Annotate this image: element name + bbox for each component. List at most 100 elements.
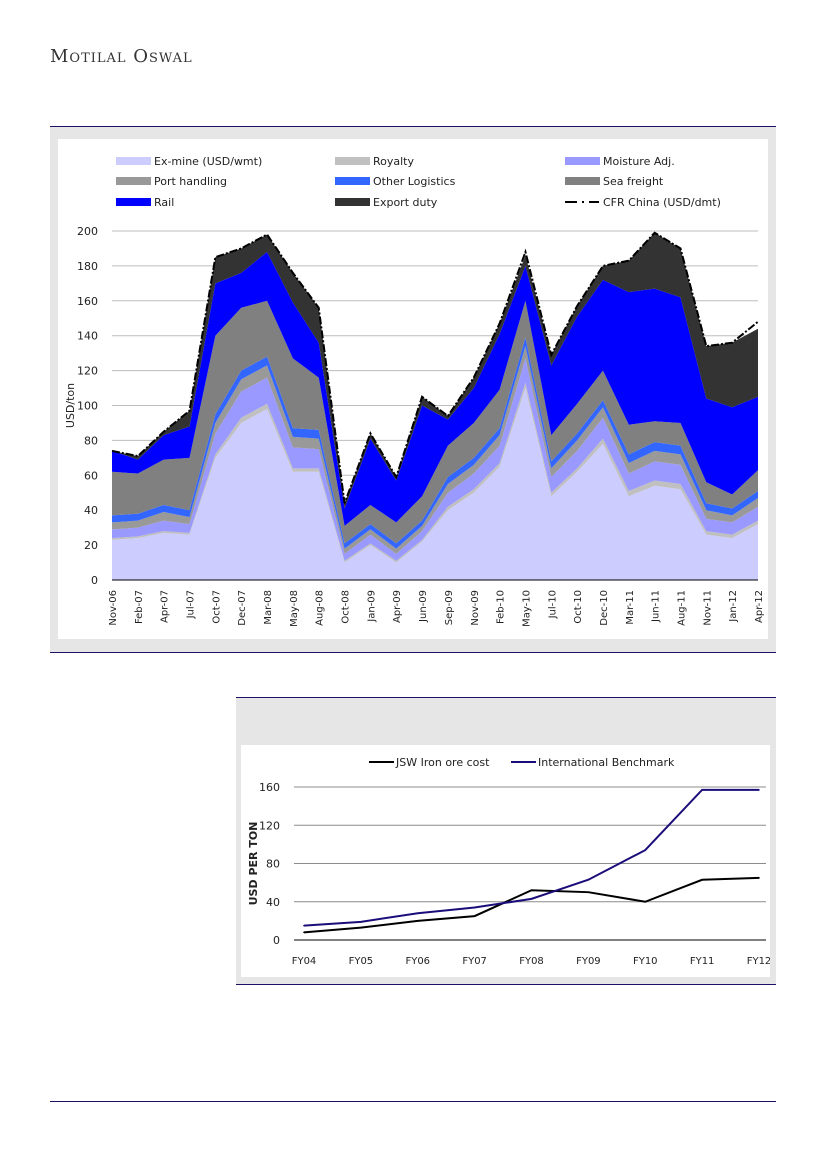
area-ex-mine-usd-wmt- [112,388,758,580]
legend-label: Other Logistics [373,175,456,188]
x-tick-label: Feb-07 [134,590,145,624]
x-tick-label: FY11 [690,956,715,967]
data-point [303,931,305,934]
legend-label: Export duty [373,196,438,209]
x-tick-label: Mar-08 [263,590,274,625]
legend-label: Port handling [154,175,227,188]
data-point [587,878,590,881]
legend-label: JSW Iron ore cost [395,756,490,769]
footer-rule [50,1101,776,1102]
x-tick-label: May-10 [521,590,532,627]
x-tick-label: Dec-07 [237,590,248,626]
x-tick-label: Feb-10 [496,590,507,624]
x-tick-label: Apr-07 [160,590,171,623]
y-axis-label: USD PER TON [247,822,260,906]
line-chart: JSW Iron ore cost International Benchmark… [247,756,771,967]
x-tick-label: Aug-11 [676,590,687,626]
x-tick-label: FY05 [349,956,374,967]
x-tick-label: FY04 [292,956,317,967]
x-tick-label: FY07 [462,956,487,967]
data-point [303,924,305,927]
data-point [530,898,533,900]
x-tick-label: Sep-09 [444,590,455,625]
chart1-bottom-rule [50,652,776,653]
x-tick-label: Nov-09 [470,590,481,626]
y-tick-label: 80 [266,858,280,871]
legend-swatch [116,157,151,165]
x-tick-label: FY08 [519,956,544,967]
x-tick-label: Jan-09 [366,590,377,623]
x-tick-label: FY06 [405,956,430,967]
y-tick-label: 60 [84,469,98,482]
x-tick-label: Oct-10 [573,590,584,624]
area-rail [112,251,758,526]
y-tick-label: 160 [259,781,280,794]
data-point [416,912,419,915]
chart2-top-rule [236,697,776,698]
x-tick-label: Oct-08 [341,590,352,624]
x-tick-label: Nov-06 [108,590,119,626]
data-point [416,920,419,922]
y-tick-label: 120 [77,365,98,378]
data-point [701,878,703,881]
y-tick-label: 200 [77,225,98,238]
y-tick-label: 160 [77,295,98,308]
legend-swatch [565,177,600,185]
y-tick-label: 80 [84,434,98,447]
legend-swatch [116,198,151,206]
x-tick-label: FY12 [747,956,770,967]
x-tick-label: Apr-09 [392,590,403,623]
data-point [360,921,362,923]
legend-label: Rail [154,196,174,209]
x-tick-label: Jan-12 [728,590,739,623]
legend-swatch [335,157,370,165]
chart2-panel: JSW Iron ore cost International Benchmark… [241,745,771,977]
y-tick-label: 140 [77,330,98,343]
y-axis-label: USD/ton [64,383,77,428]
area-sea-freight [112,300,758,544]
data-point [587,891,590,893]
legend-swatch [565,157,600,165]
legend-label: Sea freight [603,175,664,188]
line-international-benchmark [303,788,759,927]
x-tick-label: Jul-07 [186,590,197,619]
data-point [644,849,647,851]
y-tick-label: 120 [259,819,280,832]
x-tick-label: FY10 [633,956,658,967]
line-jsw-iron-ore-cost [303,876,760,934]
x-tick-label: Aug-08 [315,590,326,626]
data-point [644,900,647,903]
y-tick-label: 40 [84,504,98,517]
area-moisture-adj- [112,358,758,561]
data-point [701,789,703,791]
data-point [530,889,533,892]
data-point [360,926,362,929]
x-tick-label: FY09 [576,956,601,967]
x-tick-label: Nov-11 [702,590,713,626]
chart2-bottom-rule [236,984,776,985]
y-tick-label: 40 [266,896,280,909]
x-tick-label: Jun-11 [651,590,662,623]
legend-swatch [116,177,151,185]
legend-label: International Benchmark [538,756,675,769]
x-tick-label: Jun-09 [418,590,429,623]
y-tick-label: 180 [77,260,98,273]
data-point [758,877,760,879]
brand-logo-text: Motilal Oswal [50,46,193,67]
x-tick-label: May-08 [289,590,300,627]
stacked-area-chart: Ex-mine (USD/wmt) Royalty Moisture Adj. Por… [64,155,765,627]
x-tick-label: Apr-12 [754,590,765,623]
legend-label: CFR China (USD/dmt) [603,196,721,209]
legend-swatch [335,198,370,206]
x-tick-label: Mar-11 [625,590,636,625]
x-tick-label: Jul-10 [547,590,558,619]
chart1-panel: Ex-mine (USD/wmt) Royalty Moisture Adj. Por… [58,139,768,639]
x-tick-label: Dec-10 [599,590,610,626]
y-tick-label: 20 [84,539,98,552]
x-tick-label: Oct-07 [211,590,222,624]
y-tick-label: 0 [91,574,98,587]
legend-label: Royalty [373,155,414,168]
legend-label: Ex-mine (USD/wmt) [154,155,262,168]
legend-swatch [335,177,370,185]
chart1-top-rule [50,126,776,127]
